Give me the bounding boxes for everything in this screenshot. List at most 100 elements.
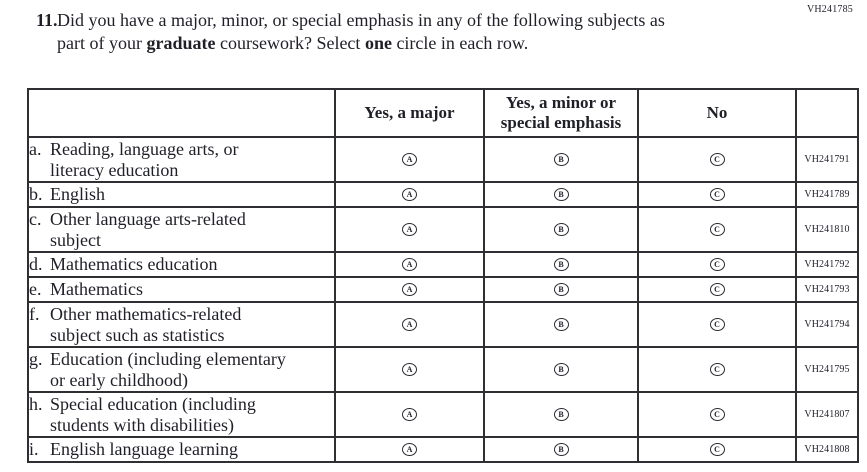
row-letter: e. [29, 279, 42, 299]
row-letter: d. [29, 254, 43, 274]
row-code: VH241789 [795, 181, 859, 208]
option-cell-yes-major: A [334, 251, 485, 278]
row-code: VH241795 [795, 346, 859, 393]
row-label-cell: g. Education (including elementary or ea… [27, 346, 336, 393]
option-bubble-a[interactable]: A [402, 258, 417, 272]
option-cell-no: C [637, 251, 797, 278]
row-letter: a. [29, 138, 42, 159]
option-cell-yes-major: A [334, 181, 485, 208]
table-row-h: h. Special education (including students… [27, 391, 859, 438]
column-header-code [795, 88, 859, 138]
column-header-yes-minor: Yes, a minor or special emphasis [483, 88, 639, 138]
option-cell-yes-major: A [334, 136, 485, 183]
option-cell-yes-minor: B [483, 346, 639, 393]
question-line2-pre: part of your [57, 33, 147, 53]
row-label: Mathematics education [50, 254, 218, 274]
option-bubble-b[interactable]: B [553, 188, 569, 202]
option-cell-yes-major: A [334, 206, 485, 253]
option-cell-yes-minor: B [483, 436, 639, 463]
column-header-blank [27, 88, 336, 138]
option-bubble-a[interactable]: A [402, 363, 417, 377]
option-bubble-a[interactable]: A [402, 283, 417, 297]
option-bubble-c[interactable]: C [709, 408, 725, 422]
option-cell-yes-major: A [334, 436, 485, 463]
option-bubble-b[interactable]: B [553, 318, 569, 332]
row-label-cell: b. English [27, 181, 336, 208]
row-label-cell: i. English language learning [27, 436, 336, 463]
table-row-d: d. Mathematics education A B C VH241792 [27, 251, 859, 278]
row-code: VH241794 [795, 301, 859, 348]
row-code: VH241807 [795, 391, 859, 438]
table-row-b: b. English A B C VH241789 [27, 181, 859, 208]
row-label: Other mathematics-related subject such a… [50, 303, 242, 345]
option-bubble-a[interactable]: A [402, 153, 417, 167]
option-cell-no: C [637, 301, 797, 348]
option-bubble-b[interactable]: B [553, 153, 569, 167]
row-label: Education (including elementary or early… [50, 348, 286, 390]
option-cell-no: C [637, 136, 797, 183]
option-bubble-b[interactable]: B [553, 408, 569, 422]
option-bubble-c[interactable]: C [709, 318, 725, 332]
response-grid: Yes, a major Yes, a minor or special emp… [27, 88, 859, 463]
option-bubble-c[interactable]: C [709, 363, 725, 377]
row-label-cell: c. Other language arts-related subject [27, 206, 336, 253]
row-letter: h. [29, 393, 43, 414]
table-row-c: c. Other language arts-related subject A… [27, 206, 859, 253]
option-cell-no: C [637, 346, 797, 393]
row-code: VH241810 [795, 206, 859, 253]
option-cell-no: C [637, 181, 797, 208]
option-bubble-b[interactable]: B [553, 258, 569, 272]
column-header-no: No [637, 88, 797, 138]
option-bubble-c[interactable]: C [709, 223, 725, 237]
row-label: Reading, language arts, or literacy educ… [50, 138, 239, 180]
row-letter: g. [29, 348, 43, 369]
question-line2-mid: coursework? Select [215, 33, 365, 53]
option-cell-yes-major: A [334, 346, 485, 393]
option-cell-yes-minor: B [483, 181, 639, 208]
option-cell-yes-major: A [334, 391, 485, 438]
question-line2-post: circle in each row. [391, 33, 529, 53]
option-bubble-b[interactable]: B [553, 443, 569, 457]
option-cell-yes-minor: B [483, 206, 639, 253]
option-bubble-c[interactable]: C [709, 153, 725, 167]
option-bubble-a[interactable]: A [402, 408, 417, 422]
row-label-cell: d. Mathematics education [27, 251, 336, 278]
question-bold-one: one [364, 33, 392, 53]
row-letter: i. [29, 439, 39, 459]
option-bubble-c[interactable]: C [709, 443, 725, 457]
row-label-cell: e. Mathematics [27, 276, 336, 303]
option-bubble-c[interactable]: C [709, 283, 725, 297]
header-row: Yes, a major Yes, a minor or special emp… [27, 88, 859, 138]
table-row-a: a. Reading, language arts, or literacy e… [27, 136, 859, 183]
question-bold-graduate: graduate [146, 33, 216, 53]
option-bubble-c[interactable]: C [709, 188, 725, 202]
question-number: 11. [36, 10, 58, 30]
option-cell-yes-major: A [334, 276, 485, 303]
option-cell-yes-minor: B [483, 391, 639, 438]
option-cell-no: C [637, 206, 797, 253]
form-item-code: VH241785 [806, 4, 853, 15]
question-line-1: Did you have a major, minor, or special … [57, 10, 665, 30]
row-label: English language learning [50, 439, 238, 459]
question-text: Did you have a major, minor, or special … [57, 9, 665, 55]
table-row-e: e. Mathematics A B C VH241793 [27, 276, 859, 303]
option-bubble-c[interactable]: C [709, 258, 725, 272]
row-label-cell: a. Reading, language arts, or literacy e… [27, 136, 336, 183]
option-cell-yes-major: A [334, 301, 485, 348]
table-row-f: f. Other mathematics-related subject suc… [27, 301, 859, 348]
option-bubble-b[interactable]: B [553, 223, 569, 237]
option-bubble-a[interactable]: A [402, 318, 417, 332]
table-row-i: i. English language learning A B C VH241… [27, 436, 859, 463]
option-bubble-a[interactable]: A [402, 188, 417, 202]
row-code: VH241808 [795, 436, 859, 463]
option-cell-no: C [637, 276, 797, 303]
option-bubble-b[interactable]: B [553, 363, 569, 377]
option-bubble-b[interactable]: B [553, 283, 569, 297]
row-code: VH241793 [795, 276, 859, 303]
option-cell-yes-minor: B [483, 301, 639, 348]
row-label: Mathematics [50, 279, 143, 299]
row-letter: c. [29, 208, 42, 229]
option-bubble-a[interactable]: A [402, 443, 417, 457]
option-bubble-a[interactable]: A [402, 223, 417, 237]
row-label-cell: f. Other mathematics-related subject suc… [27, 301, 336, 348]
